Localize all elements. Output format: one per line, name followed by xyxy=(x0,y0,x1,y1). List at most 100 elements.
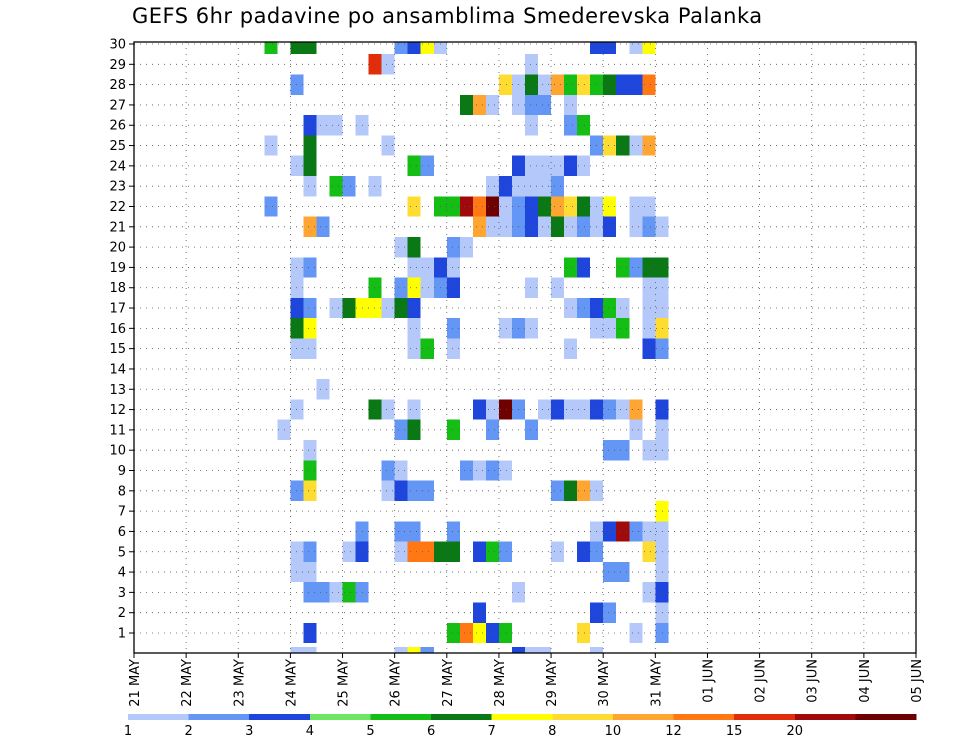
ensemble-cell xyxy=(303,480,317,501)
ensemble-cell xyxy=(394,42,408,55)
ensemble-cell xyxy=(303,338,317,359)
ensemble-cell xyxy=(420,277,434,298)
x-tick-label: 04 JUN xyxy=(858,659,873,703)
colorbar-swatch xyxy=(188,714,250,720)
ensemble-cell xyxy=(407,480,421,501)
ensemble-cell xyxy=(616,135,630,156)
y-tick-label: 30 xyxy=(109,38,126,53)
ensemble-cell xyxy=(472,541,486,562)
ensemble-cell xyxy=(459,460,473,481)
ensemble-cell xyxy=(303,115,317,136)
ensemble-cell xyxy=(446,257,460,278)
ensemble-cell xyxy=(394,277,408,298)
y-tick-label: 10 xyxy=(109,444,126,459)
colorbar-swatch xyxy=(855,714,917,720)
y-tick-label: 9 xyxy=(118,464,126,479)
ensemble-cell xyxy=(642,582,656,603)
ensemble-cell xyxy=(629,257,643,278)
ensemble-cell xyxy=(446,521,460,542)
ensemble-cell xyxy=(485,94,499,116)
ensemble-cell xyxy=(564,399,578,420)
ensemble-cell xyxy=(498,74,512,95)
ensemble-cell xyxy=(394,460,408,481)
ensemble-cell xyxy=(564,297,578,319)
y-tick-label: 15 xyxy=(109,342,126,357)
ensemble-cell xyxy=(616,74,630,95)
ensemble-cell xyxy=(616,318,630,339)
ensemble-cell xyxy=(655,541,669,562)
ensemble-cell xyxy=(407,647,421,653)
ensemble-cell xyxy=(446,622,460,644)
ensemble-cell xyxy=(642,216,656,237)
ensemble-cell xyxy=(603,561,617,583)
ensemble-cell xyxy=(525,176,539,197)
ensemble-cell xyxy=(498,318,512,339)
ensemble-cell xyxy=(577,115,591,136)
ensemble-cell xyxy=(472,602,486,623)
ensemble-cell xyxy=(498,216,512,237)
ensemble-cell xyxy=(303,42,317,55)
ensemble-cell xyxy=(642,277,656,298)
ensemble-cell xyxy=(655,277,669,298)
ensemble-cell xyxy=(642,318,656,339)
x-tick-label: 22 MAY xyxy=(180,659,195,707)
ensemble-cell xyxy=(629,622,643,644)
ensemble-cell xyxy=(616,561,630,583)
x-tick-label: 26 MAY xyxy=(389,659,404,707)
ensemble-cell xyxy=(538,216,552,237)
ensemble-cell xyxy=(446,277,460,298)
ensemble-cell xyxy=(564,216,578,237)
ensemble-cell xyxy=(459,196,473,217)
ensemble-cell xyxy=(459,236,473,258)
ensemble-cell xyxy=(577,74,591,95)
colorbar-swatch xyxy=(249,714,311,720)
ensemble-cell xyxy=(551,196,565,217)
ensemble-cell xyxy=(564,196,578,217)
ensemble-cell xyxy=(368,399,382,420)
ensemble-cell xyxy=(525,318,539,339)
ensemble-cell xyxy=(642,521,656,542)
ensemble-cell xyxy=(472,196,486,217)
ensemble-cell xyxy=(303,582,317,603)
ensemble-cell xyxy=(603,521,617,542)
ensemble-cell xyxy=(329,176,343,197)
ensemble-cell xyxy=(564,74,578,95)
ensemble-cell xyxy=(642,338,656,359)
ensemble-cell xyxy=(525,155,539,177)
ensemble-cell xyxy=(525,94,539,116)
ensemble-cell xyxy=(655,582,669,603)
ensemble-cell xyxy=(446,419,460,441)
ensemble-cell xyxy=(603,440,617,461)
colorbar-label: 7 xyxy=(488,724,496,739)
ensemble-cell xyxy=(485,196,499,217)
ensemble-cell xyxy=(342,541,356,562)
x-tick-label: 23 MAY xyxy=(232,659,247,707)
x-tick-label: 30 MAY xyxy=(597,659,612,707)
ensemble-cell xyxy=(303,460,317,481)
y-tick-label: 12 xyxy=(109,403,126,418)
ensemble-cell xyxy=(264,135,278,156)
ensemble-cell xyxy=(485,176,499,197)
ensemble-cell xyxy=(551,74,565,95)
ensemble-cell xyxy=(277,419,291,441)
ensemble-cell xyxy=(577,257,591,278)
y-tick-label: 25 xyxy=(109,139,126,154)
ensemble-cell xyxy=(525,277,539,298)
ensemble-cell xyxy=(616,440,630,461)
ensemble-cell xyxy=(642,74,656,95)
ensemble-cell xyxy=(642,440,656,461)
ensemble-cell xyxy=(538,399,552,420)
ensemble-cell xyxy=(629,135,643,156)
ensemble-cell xyxy=(629,42,643,55)
ensemble-cell xyxy=(655,318,669,339)
colorbar-label: 20 xyxy=(786,724,803,739)
ensemble-cell xyxy=(303,561,317,583)
ensemble-cell xyxy=(525,196,539,217)
ensemble-cell xyxy=(407,338,421,359)
ensemble-cell xyxy=(603,74,617,95)
ensemble-cell xyxy=(303,647,317,653)
y-tick-label: 17 xyxy=(109,302,126,317)
ensemble-cell xyxy=(642,257,656,278)
ensemble-cell xyxy=(381,135,395,156)
ensemble-cell xyxy=(407,541,421,562)
